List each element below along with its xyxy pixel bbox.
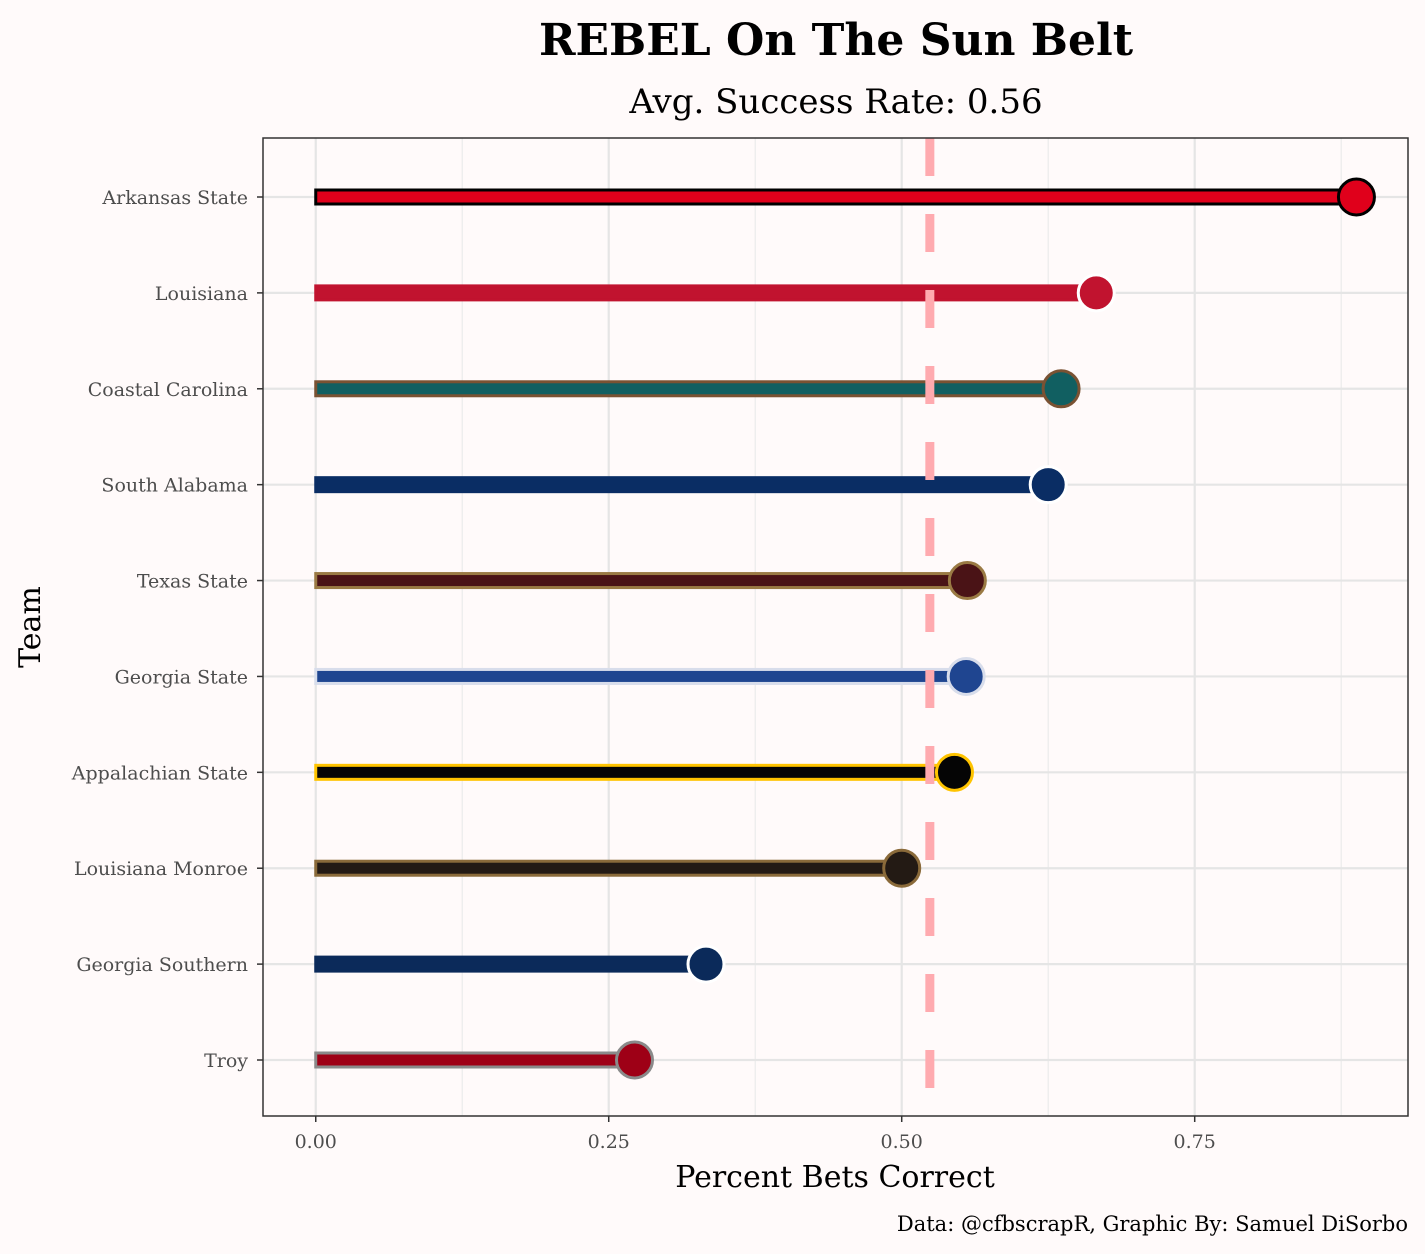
- y-axis-label: Team: [13, 586, 48, 668]
- x-tick-label: 0.75: [1174, 1131, 1216, 1153]
- chart-subtitle: Avg. Success Rate: 0.56: [628, 82, 1042, 122]
- bar: [314, 572, 969, 590]
- x-axis-label: Percent Bets Correct: [675, 1160, 995, 1195]
- x-tick-label: 0.00: [295, 1131, 337, 1153]
- bar: [314, 667, 968, 685]
- team-logo-icon: [947, 561, 987, 601]
- x-tick-label: 0.50: [881, 1131, 923, 1153]
- bar: [314, 1051, 637, 1069]
- y-tick-label: Texas State: [137, 571, 248, 593]
- y-tick-label: Arkansas State: [101, 187, 248, 209]
- y-tick-label: Louisiana: [155, 283, 248, 305]
- team-logo-icon: [615, 1040, 655, 1080]
- bar: [314, 859, 904, 877]
- bars: [314, 177, 1376, 1080]
- bar: [314, 284, 1098, 302]
- bar: [314, 188, 1358, 206]
- x-tick-label: 0.25: [588, 1131, 630, 1153]
- bar: [314, 380, 1063, 398]
- bar: [314, 955, 708, 973]
- y-tick-label: South Alabama: [101, 475, 248, 497]
- chart-title: REBEL On The Sun Belt: [539, 15, 1134, 66]
- y-tick-label: Georgia State: [115, 666, 248, 688]
- team-logo-icon: [686, 944, 726, 984]
- team-logo-icon: [946, 656, 986, 696]
- team-logo-icon: [882, 848, 922, 888]
- y-tick-label: Troy: [204, 1050, 248, 1072]
- bar: [314, 763, 956, 781]
- plot-border: [262, 137, 1409, 1117]
- team-logo-icon: [1041, 369, 1081, 409]
- team-logo-icon: [1028, 465, 1068, 505]
- team-logo-icon: [1336, 177, 1376, 217]
- caption: Data: @cfbscrapR, Graphic By: Samuel DiS…: [897, 1212, 1408, 1236]
- y-tick-label: Appalachian State: [71, 762, 248, 784]
- bar: [314, 476, 1050, 494]
- y-tick-label: Coastal Carolina: [88, 379, 248, 401]
- y-tick-label: Georgia Southern: [76, 954, 248, 976]
- ticks: 0.00 0.25 0.50 0.75 Arkansas State Louisiana C…: [71, 187, 1216, 1153]
- y-tick-label: Louisiana Monroe: [74, 858, 248, 880]
- team-logo-icon: [934, 752, 974, 792]
- team-logo-icon: [1076, 273, 1116, 313]
